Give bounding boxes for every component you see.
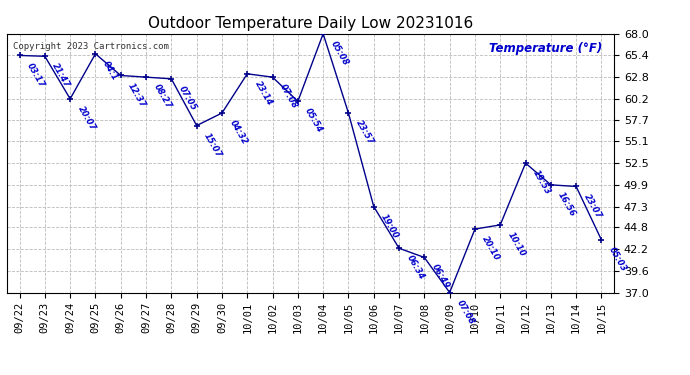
- Text: Copyright 2023 Cartronics.com: Copyright 2023 Cartronics.com: [13, 42, 169, 51]
- Text: 05:08: 05:08: [328, 39, 350, 67]
- Text: 04:1: 04:1: [101, 59, 119, 82]
- Text: 16:56: 16:56: [556, 190, 578, 218]
- Text: 23:14: 23:14: [253, 80, 274, 107]
- Title: Outdoor Temperature Daily Low 20231016: Outdoor Temperature Daily Low 20231016: [148, 16, 473, 31]
- Text: 23:07: 23:07: [582, 192, 603, 220]
- Text: 07:05: 07:05: [177, 84, 198, 112]
- Text: 06:49: 06:49: [430, 263, 451, 291]
- Text: 15:07: 15:07: [202, 131, 224, 159]
- Text: 12:37: 12:37: [126, 81, 148, 109]
- Text: Temperature (°F): Temperature (°F): [489, 42, 602, 54]
- Text: 04:32: 04:32: [228, 118, 248, 146]
- Text: 10:10: 10:10: [506, 231, 527, 258]
- Text: 23:57: 23:57: [354, 118, 375, 146]
- Text: 08:27: 08:27: [152, 83, 172, 111]
- Text: 19:53: 19:53: [531, 169, 552, 196]
- Text: 05:54: 05:54: [304, 107, 324, 135]
- Text: 20:10: 20:10: [480, 235, 502, 262]
- Text: 03:17: 03:17: [25, 61, 46, 89]
- Text: 19:00: 19:00: [380, 212, 400, 240]
- Text: 05:03: 05:03: [607, 246, 628, 273]
- Text: 07:08: 07:08: [455, 298, 476, 326]
- Text: 06:34: 06:34: [404, 254, 426, 282]
- Text: 20:07: 20:07: [76, 104, 97, 132]
- Text: 21:47: 21:47: [50, 62, 72, 90]
- Text: 07:08: 07:08: [278, 83, 299, 111]
